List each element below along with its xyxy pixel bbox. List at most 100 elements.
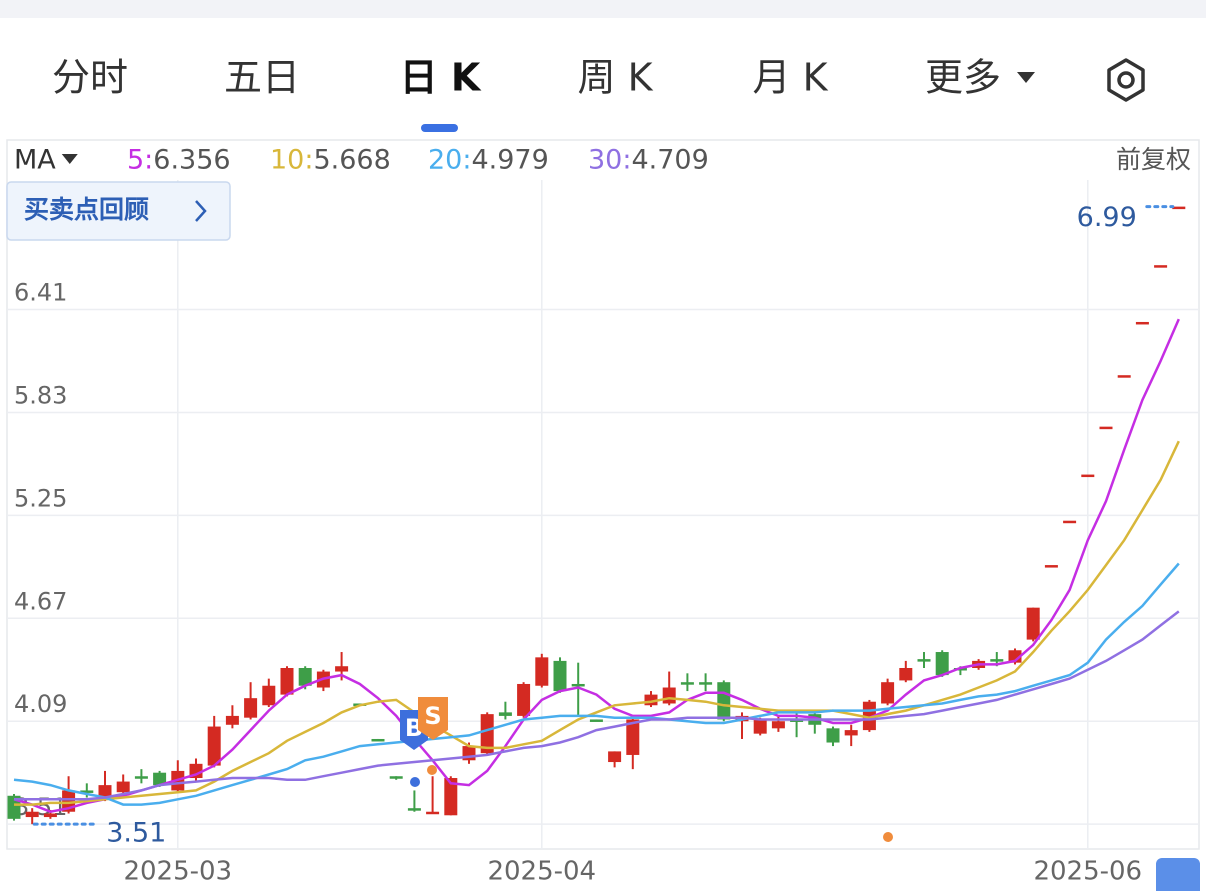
tab[interactable]: 分时 <box>52 56 128 100</box>
y-tick-label: 5.83 <box>14 381 67 409</box>
indicator-dropdown-arrow[interactable] <box>61 154 78 164</box>
candle-body <box>553 660 567 692</box>
review-button-chevron <box>195 200 207 222</box>
candle-body <box>280 667 294 695</box>
candle-body <box>262 685 276 706</box>
candle-body <box>207 726 221 766</box>
candle-body <box>1081 474 1095 478</box>
candle-body <box>116 781 130 793</box>
candle-body <box>644 694 658 706</box>
candle-body <box>335 666 349 672</box>
sell-dot <box>427 765 437 775</box>
candle-body <box>1099 426 1113 430</box>
candle-body <box>753 719 767 734</box>
candle-body <box>608 751 622 763</box>
corner-button[interactable] <box>1156 858 1200 891</box>
candle-body <box>571 683 585 687</box>
candle-body <box>225 715 239 725</box>
candle-body <box>298 667 312 686</box>
candle-body <box>480 714 494 754</box>
candle-body <box>498 712 512 716</box>
ma-line <box>13 318 1180 813</box>
chart-frame <box>6 139 1200 850</box>
ma-line <box>13 562 1180 806</box>
tab-bar: 分时 五日 日 K 周 K 月 K 更多 <box>52 56 1001 100</box>
candle-body <box>771 721 785 729</box>
sell-dot <box>883 832 893 842</box>
candle-body <box>899 667 913 681</box>
legend-name: 5: <box>127 145 153 176</box>
candle-body <box>426 811 440 815</box>
y-tick-label: 4.09 <box>14 690 67 718</box>
candle-body <box>25 811 39 818</box>
legend-name: 20: <box>428 145 471 176</box>
candle-body <box>535 657 549 686</box>
candle-body <box>1026 607 1040 640</box>
status-strip <box>0 0 1206 18</box>
max-label: 6.99 <box>1077 202 1137 233</box>
candle-body <box>444 778 458 816</box>
legend-value: 4.979 <box>471 145 548 176</box>
y-tick-label: 4.67 <box>14 587 67 615</box>
settings-hexagon <box>1107 58 1145 102</box>
candle-body <box>1044 565 1058 568</box>
tab[interactable]: 五日 <box>224 56 300 100</box>
tab[interactable]: 周 K <box>578 56 654 100</box>
candle-body <box>990 659 1004 662</box>
candle-body <box>699 682 713 685</box>
review-button[interactable]: 买卖点回顾 <box>6 181 231 241</box>
review-button-bg <box>6 181 231 241</box>
plot: 6.99 3.51 <box>7 202 1186 849</box>
candle-body <box>1135 321 1149 325</box>
settings-circle <box>1117 71 1135 89</box>
candle-body <box>589 719 603 722</box>
x-tick-label: 2025-04 <box>487 857 596 887</box>
tab[interactable]: 更多 <box>925 56 1001 100</box>
tab[interactable]: 月 K <box>753 56 829 100</box>
candle-body <box>43 813 57 818</box>
candle-body <box>244 698 258 718</box>
review-button-label[interactable]: 买卖点回顾 <box>24 195 149 224</box>
candle-body <box>717 682 731 720</box>
adjustment-label[interactable]: 前复权 <box>1116 145 1191 174</box>
settings-icon[interactable] <box>1107 58 1145 102</box>
legend-name: 30: <box>588 145 631 176</box>
candle-body <box>935 652 949 676</box>
more-dropdown-arrow[interactable] <box>1017 72 1035 83</box>
candle-body <box>80 790 94 793</box>
active-tab-indicator <box>421 124 458 132</box>
buy-dot <box>410 777 420 787</box>
candle-body <box>626 719 640 755</box>
candle-body <box>371 738 385 742</box>
candle-body <box>153 772 167 786</box>
candle-body <box>881 682 895 704</box>
legend-value: 5.668 <box>313 145 390 176</box>
min-label: 3.51 <box>106 818 166 849</box>
candle-body <box>407 808 421 811</box>
x-tick-label: 2025-03 <box>123 857 232 887</box>
x-tick-label: 2025-06 <box>1033 857 1142 887</box>
sell-badge <box>418 697 448 740</box>
sell-label: S <box>424 702 441 730</box>
y-tick-label: 5.25 <box>14 484 67 512</box>
candle-body <box>680 682 694 685</box>
trade-marker-s[interactable]: S <box>418 697 448 740</box>
candle-body <box>517 683 531 716</box>
legend-value: 4.709 <box>631 145 708 176</box>
candle-body <box>389 776 403 779</box>
candle-body <box>662 687 676 704</box>
legend: MA 5: 6.356 10: 5.668 20: 4.979 30: 4.709 <box>14 145 709 176</box>
candle-body <box>1063 520 1077 524</box>
tab[interactable]: 日 K <box>400 56 482 100</box>
ma-line <box>14 610 1180 801</box>
indicator-label[interactable]: MA <box>14 145 56 176</box>
legend-value: 6.356 <box>153 145 230 176</box>
candle-body <box>1117 375 1131 378</box>
candle-body <box>134 776 148 779</box>
grid: 3.51 4.09 4.67 5.25 5.83 6.41 2025-03 2025-04 20… <box>7 180 1199 887</box>
ma-line <box>14 440 1180 806</box>
candle-body <box>917 659 931 662</box>
candle-body <box>826 728 840 743</box>
